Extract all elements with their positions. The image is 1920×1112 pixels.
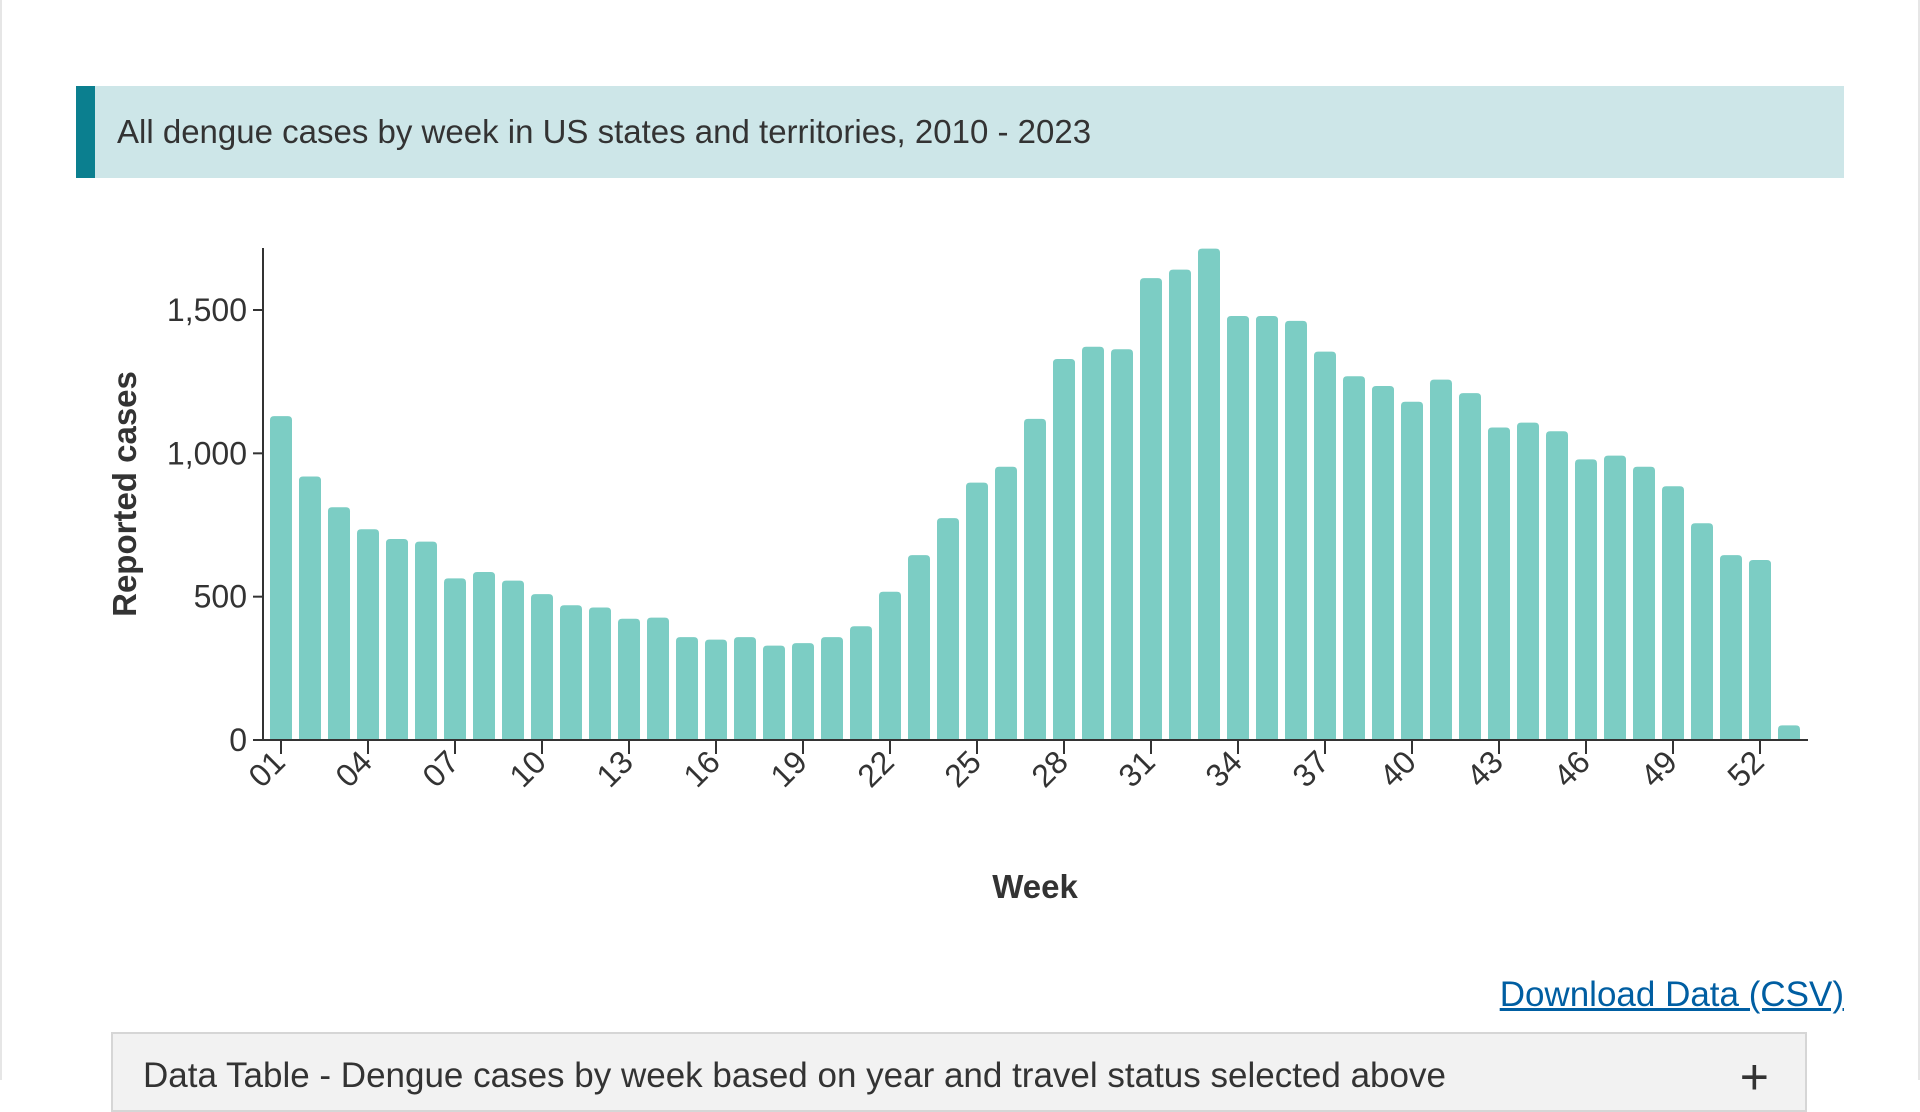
x-tick-label: 16 — [676, 743, 727, 794]
chart-title: All dengue cases by week in US states an… — [117, 113, 1092, 150]
x-tick-label: 19 — [763, 743, 814, 794]
bar-week-26 — [995, 466, 1017, 740]
page-frame — [0, 0, 1920, 1080]
bar-week-49 — [1662, 486, 1684, 740]
bar-week-09 — [502, 580, 524, 740]
bar-week-39 — [1372, 385, 1394, 740]
bar-week-17 — [734, 637, 756, 740]
y-tick-label: 500 — [194, 579, 247, 615]
bar-week-30 — [1111, 349, 1133, 740]
y-tick-label: 0 — [229, 722, 247, 758]
bar-week-32 — [1169, 269, 1191, 740]
x-tick-label: 46 — [1546, 743, 1597, 794]
bar-week-27 — [1024, 418, 1046, 740]
bar-week-47 — [1604, 455, 1626, 740]
bar-week-11 — [560, 605, 582, 740]
x-tick-label: 28 — [1024, 743, 1075, 794]
bar-week-02 — [299, 476, 321, 740]
bar-week-37 — [1314, 351, 1336, 740]
bar-week-51 — [1720, 555, 1742, 740]
bar-chart: 0 500 1,000 1,500 01 04 07 10 13 16 19 22 25 28 31 34 37… — [106, 248, 1808, 905]
bar-week-42 — [1459, 393, 1481, 740]
bar-week-15 — [676, 637, 698, 740]
bar-week-08 — [473, 572, 495, 740]
bar-week-04 — [357, 529, 379, 740]
bar-week-14 — [647, 617, 669, 740]
bar-week-41 — [1430, 379, 1452, 740]
bar-week-45 — [1546, 431, 1568, 740]
x-tick-label: 01 — [241, 743, 292, 794]
bar-week-36 — [1285, 320, 1307, 740]
x-tick-label: 43 — [1459, 743, 1510, 794]
bar-week-24 — [937, 518, 959, 740]
bar-week-48 — [1633, 466, 1655, 740]
bar-week-07 — [444, 578, 466, 740]
bar-week-06 — [415, 541, 437, 740]
x-tick-label: 37 — [1285, 743, 1336, 794]
y-tick-label: 1,000 — [167, 435, 247, 471]
bar-week-05 — [386, 539, 408, 740]
bar-week-03 — [328, 507, 350, 740]
bar-week-50 — [1691, 523, 1713, 740]
x-tick-label: 40 — [1372, 743, 1423, 794]
bar-week-34 — [1227, 316, 1249, 740]
bar-week-31 — [1140, 278, 1162, 740]
x-tick-label: 31 — [1111, 743, 1162, 794]
data-table-accordion[interactable]: Data Table - Dengue cases by week based … — [111, 1032, 1807, 1112]
x-tick-label: 52 — [1720, 743, 1771, 794]
bar-week-46 — [1575, 459, 1597, 740]
x-tick-label: 34 — [1198, 743, 1249, 794]
bar-week-23 — [908, 555, 930, 740]
bar-week-21 — [850, 626, 872, 740]
x-tick-label: 10 — [502, 743, 553, 794]
x-tick-label: 22 — [850, 743, 901, 794]
y-axis-label: Reported cases — [106, 371, 143, 617]
bar-week-29 — [1082, 346, 1104, 740]
bar-week-22 — [879, 591, 901, 740]
chart-title-bar: All dengue cases by week in US states an… — [76, 86, 1844, 178]
x-tick-label: 49 — [1633, 743, 1684, 794]
data-table-label: Data Table - Dengue cases by week based … — [143, 1056, 1446, 1095]
x-axis-label: Week — [992, 868, 1078, 905]
bar-week-19 — [792, 643, 814, 740]
x-tick-label: 13 — [589, 743, 640, 794]
title-accent — [76, 86, 95, 178]
bar-week-43 — [1488, 427, 1510, 740]
bar-week-20 — [821, 637, 843, 740]
bar-week-53 — [1778, 725, 1800, 740]
x-tick-label: 25 — [937, 743, 988, 794]
download-csv-link[interactable]: Download Data (CSV) — [1499, 975, 1844, 1014]
bar-week-44 — [1517, 422, 1539, 740]
bar-week-52 — [1749, 559, 1771, 740]
bar-week-33 — [1198, 248, 1220, 741]
bar-week-12 — [589, 607, 611, 740]
expand-plus-icon[interactable]: + — [1739, 1049, 1769, 1105]
bar-week-01 — [270, 416, 292, 740]
bar-week-28 — [1053, 359, 1075, 740]
bar-week-38 — [1343, 376, 1365, 740]
bar-week-25 — [966, 482, 988, 740]
x-tick-label: 07 — [415, 743, 466, 794]
x-tick-label: 04 — [328, 743, 379, 794]
bar-week-10 — [531, 594, 553, 740]
bar-week-13 — [618, 618, 640, 740]
bar-week-16 — [705, 639, 727, 740]
y-tick-label: 1,500 — [167, 292, 247, 328]
bar-week-40 — [1401, 401, 1423, 740]
bar-week-35 — [1256, 316, 1278, 740]
bar-week-18 — [763, 645, 785, 740]
